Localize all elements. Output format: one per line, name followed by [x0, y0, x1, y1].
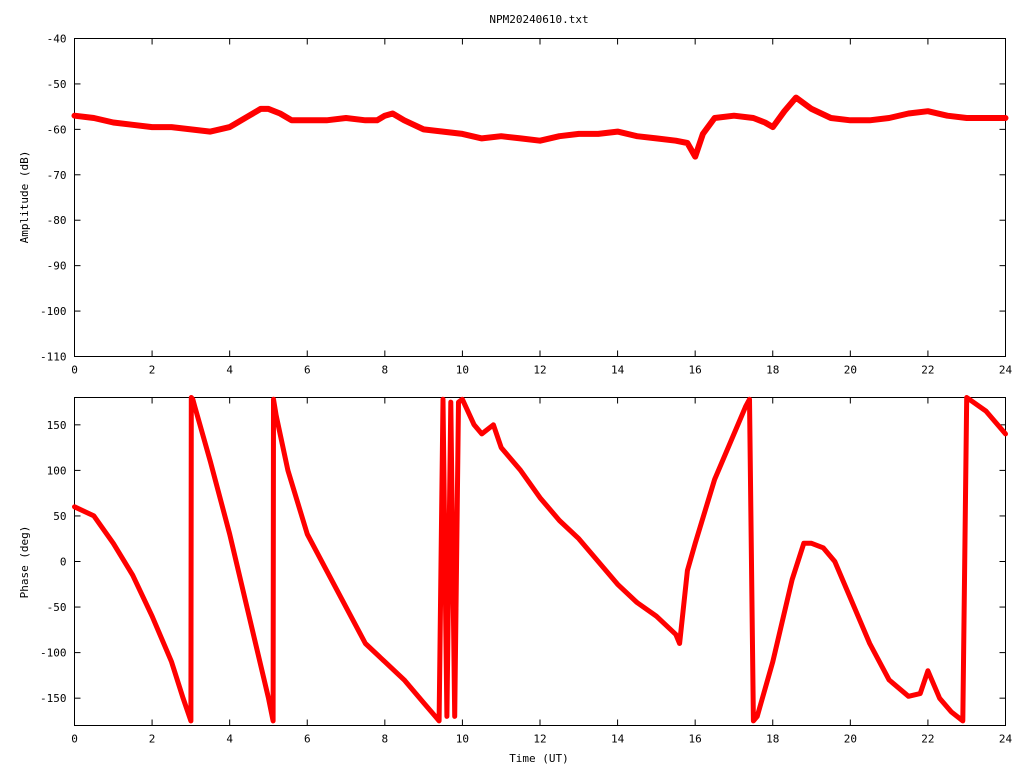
phase-ytick-label: 50	[53, 510, 66, 523]
amplitude-xtick-label: 0	[71, 364, 78, 377]
phase-xtick-label: 0	[71, 733, 78, 746]
amplitude-xtick-label: 8	[382, 364, 389, 377]
phase-ytick-label: -150	[40, 692, 67, 705]
amplitude-ytick-label: -80	[47, 214, 67, 227]
amplitude-xtick-label: 18	[766, 364, 779, 377]
phase-yticks: 150 100 50 0 -50 -100 -150	[40, 419, 1006, 705]
chart-title: NPM20240610.txt	[489, 13, 588, 26]
amplitude-xtick-label: 2	[149, 364, 156, 377]
phase-ytick-label: 0	[60, 556, 67, 569]
amplitude-xtick-label: 10	[456, 364, 469, 377]
amplitude-xtick-label: 20	[844, 364, 857, 377]
amplitude-panel: -40-50-60-70-80-90-100-110 0 2 4 6 8 10 12 14 16…	[18, 33, 1012, 377]
phase-xtick-label: 22	[921, 733, 934, 746]
phase-xtick-label: 14	[611, 733, 625, 746]
phase-x-axis-label: Time (UT)	[509, 752, 569, 765]
phase-xtick-label: 24	[999, 733, 1013, 746]
amplitude-xtick-label: 24	[999, 364, 1013, 377]
amplitude-xtick-label: 6	[304, 364, 311, 377]
phase-plot-frame	[74, 397, 1006, 726]
amplitude-xtick-label: 16	[689, 364, 702, 377]
phase-xtick-label: 6	[304, 733, 311, 746]
phase-xtick-label: 10	[456, 733, 469, 746]
amplitude-xtick-label: 22	[921, 364, 934, 377]
phase-xtick-label: 2	[149, 733, 156, 746]
amplitude-ytick-label: -40	[47, 33, 67, 46]
amplitude-ytick-label: -70	[47, 169, 67, 182]
amplitude-plot-frame	[74, 38, 1006, 357]
phase-series-line	[72, 395, 1008, 724]
phase-xtick-label: 16	[689, 733, 702, 746]
amplitude-xtick-label: 4	[226, 364, 233, 377]
phase-xtick-label: 8	[382, 733, 389, 746]
phase-xtick-label: 18	[766, 733, 779, 746]
phase-ytick-label: -50	[47, 601, 67, 614]
phase-xtick-label: 12	[533, 733, 546, 746]
amplitude-series-line	[71, 94, 1009, 160]
phase-ytick-label: -100	[40, 647, 67, 660]
amplitude-xticks: 0 2 4 6 8 10 12 14 16 18 20 22 24	[71, 38, 1013, 377]
amplitude-ytick-label: -110	[40, 351, 67, 364]
phase-y-axis-label: Phase (deg)	[18, 526, 31, 599]
phase-xticks: 0 2 4 6 8 10 12 14 16 18 20 22 24	[71, 397, 1013, 746]
amplitude-ytick-label: -100	[40, 305, 67, 318]
amplitude-yticks: -40 -50 -60 -70 -80 -90 -100 -110	[40, 33, 1006, 364]
amplitude-ytick-label: -60	[47, 123, 67, 136]
amplitude-ytick-label: -90	[47, 260, 67, 273]
amplitude-y-axis-label: Amplitude (dB)	[18, 151, 31, 244]
phase-xtick-label: 4	[226, 733, 233, 746]
phase-ytick-label: 100	[47, 464, 67, 477]
amplitude-xtick-label: 12	[533, 364, 546, 377]
phase-xtick-label: 20	[844, 733, 857, 746]
amplitude-ytick-label: -50	[47, 78, 67, 91]
amplitude-xtick-label: 14	[611, 364, 625, 377]
phase-ytick-label: 150	[47, 419, 67, 432]
